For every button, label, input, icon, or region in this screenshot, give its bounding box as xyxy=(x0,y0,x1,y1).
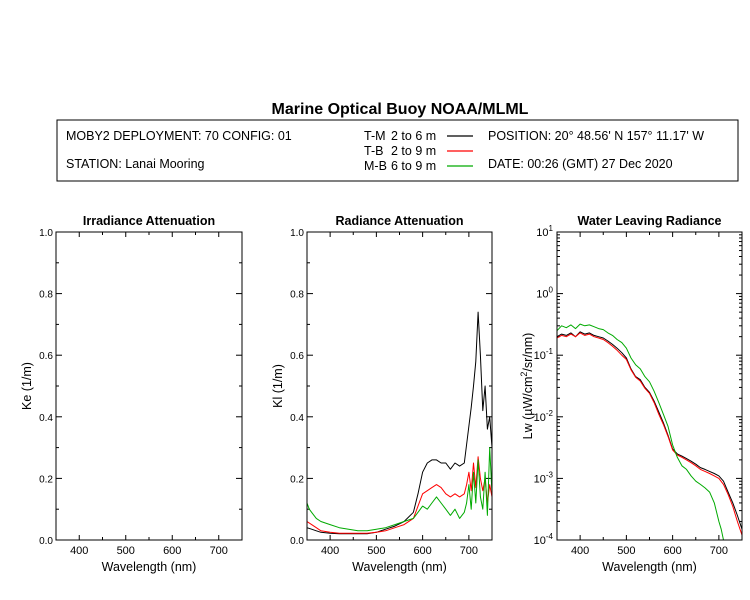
series-line-m-b xyxy=(307,447,492,532)
chart-panel-2: Radiance Attenuation 400 500 600 700 0.0 0.2 0.… xyxy=(271,214,493,574)
station-label: STATION: Lanai Mooring xyxy=(66,157,205,171)
y-axis-label: Lw (µW/cm2/sr/nm) xyxy=(519,333,535,440)
x-tick-label: 600 xyxy=(663,545,681,557)
y-tick-label: 10-2 xyxy=(534,409,554,424)
series-line-t-b xyxy=(307,456,492,534)
legend-code-t-m: T-M xyxy=(364,129,386,143)
chart-title: Water Leaving Radiance xyxy=(577,214,721,228)
y-axis-label: Kl (1/m) xyxy=(271,364,285,408)
legend-range-m-b: 6 to 9 m xyxy=(391,159,436,173)
y-tick-label: 101 xyxy=(536,224,553,239)
series-line-m-b xyxy=(557,323,726,540)
chart-panel-3: Water Leaving Radiance 400 500 600 700 10-4 10… xyxy=(519,214,743,574)
y-tick-label: 0.4 xyxy=(39,413,53,424)
plot-area xyxy=(307,311,492,535)
y-tick-label: 0.0 xyxy=(290,536,304,547)
x-tick-label: 600 xyxy=(163,545,181,557)
legend: T-M 2 to 6 m T-B 2 to 9 m M-B 6 to 9 m xyxy=(364,129,473,173)
x-tick-label: 500 xyxy=(617,545,635,557)
legend-code-t-b: T-B xyxy=(364,144,383,158)
x-axis-label: Wavelength (nm) xyxy=(602,560,697,574)
x-axis-label: Wavelength (nm) xyxy=(352,560,447,574)
legend-range-t-m: 2 to 6 m xyxy=(391,129,436,143)
series-line-t-m xyxy=(557,331,742,530)
plot-area xyxy=(557,323,742,540)
x-tick-label: 500 xyxy=(367,545,385,557)
y-tick-label: 0.8 xyxy=(290,290,304,301)
series-line-t-b xyxy=(557,332,742,536)
legend-range-t-b: 2 to 9 m xyxy=(391,144,436,158)
y-tick-label: 0.0 xyxy=(39,536,53,547)
y-tick-label: 0.2 xyxy=(39,474,53,485)
chart-panel-1: Irradiance Attenuation 400 500 600 700 0.0 0.2… xyxy=(20,214,243,574)
x-tick-label: 400 xyxy=(571,545,589,557)
y-tick-label: 0.6 xyxy=(290,351,304,362)
page-title: Marine Optical Buoy NOAA/MLML xyxy=(272,101,529,118)
y-tick-label: 100 xyxy=(536,286,553,301)
x-tick-label: 700 xyxy=(710,545,728,557)
x-axis-label: Wavelength (nm) xyxy=(102,560,197,574)
info-box xyxy=(56,119,739,182)
y-axis-label: Ke (1/m) xyxy=(20,362,34,410)
series-line-t-m xyxy=(307,311,492,535)
x-tick-label: 600 xyxy=(413,545,431,557)
y-tick-label: 0.2 xyxy=(290,474,304,485)
position-label: POSITION: 20° 48.56' N 157° 11.17' W xyxy=(488,129,704,143)
chart-title: Radiance Attenuation xyxy=(335,214,463,228)
y-tick-label: 0.4 xyxy=(290,413,304,424)
y-tick-label: 10-1 xyxy=(534,347,554,362)
legend-code-m-b: M-B xyxy=(364,159,387,173)
plot-frame xyxy=(306,231,493,541)
y-tick-label: 1.0 xyxy=(290,228,304,239)
chart-panels: Irradiance Attenuation 400 500 600 700 0.0 0.2… xyxy=(20,214,743,574)
y-tick-label: 10-4 xyxy=(534,532,554,547)
x-tick-label: 700 xyxy=(210,545,228,557)
chart-title: Irradiance Attenuation xyxy=(83,214,215,228)
deployment-label: MOBY2 DEPLOYMENT: 70 CONFIG: 01 xyxy=(66,129,292,143)
x-tick-label: 700 xyxy=(460,545,478,557)
plot-frame xyxy=(55,231,243,541)
plot-frame xyxy=(556,231,743,541)
y-tick-label: 1.0 xyxy=(39,228,53,239)
x-tick-label: 500 xyxy=(117,545,135,557)
y-tick-label: 10-3 xyxy=(534,470,554,485)
date-label: DATE: 00:26 (GMT) 27 Dec 2020 xyxy=(488,157,673,171)
y-tick-label: 0.6 xyxy=(39,351,53,362)
x-tick-label: 400 xyxy=(70,545,88,557)
x-tick-label: 400 xyxy=(321,545,339,557)
y-tick-label: 0.8 xyxy=(39,290,53,301)
